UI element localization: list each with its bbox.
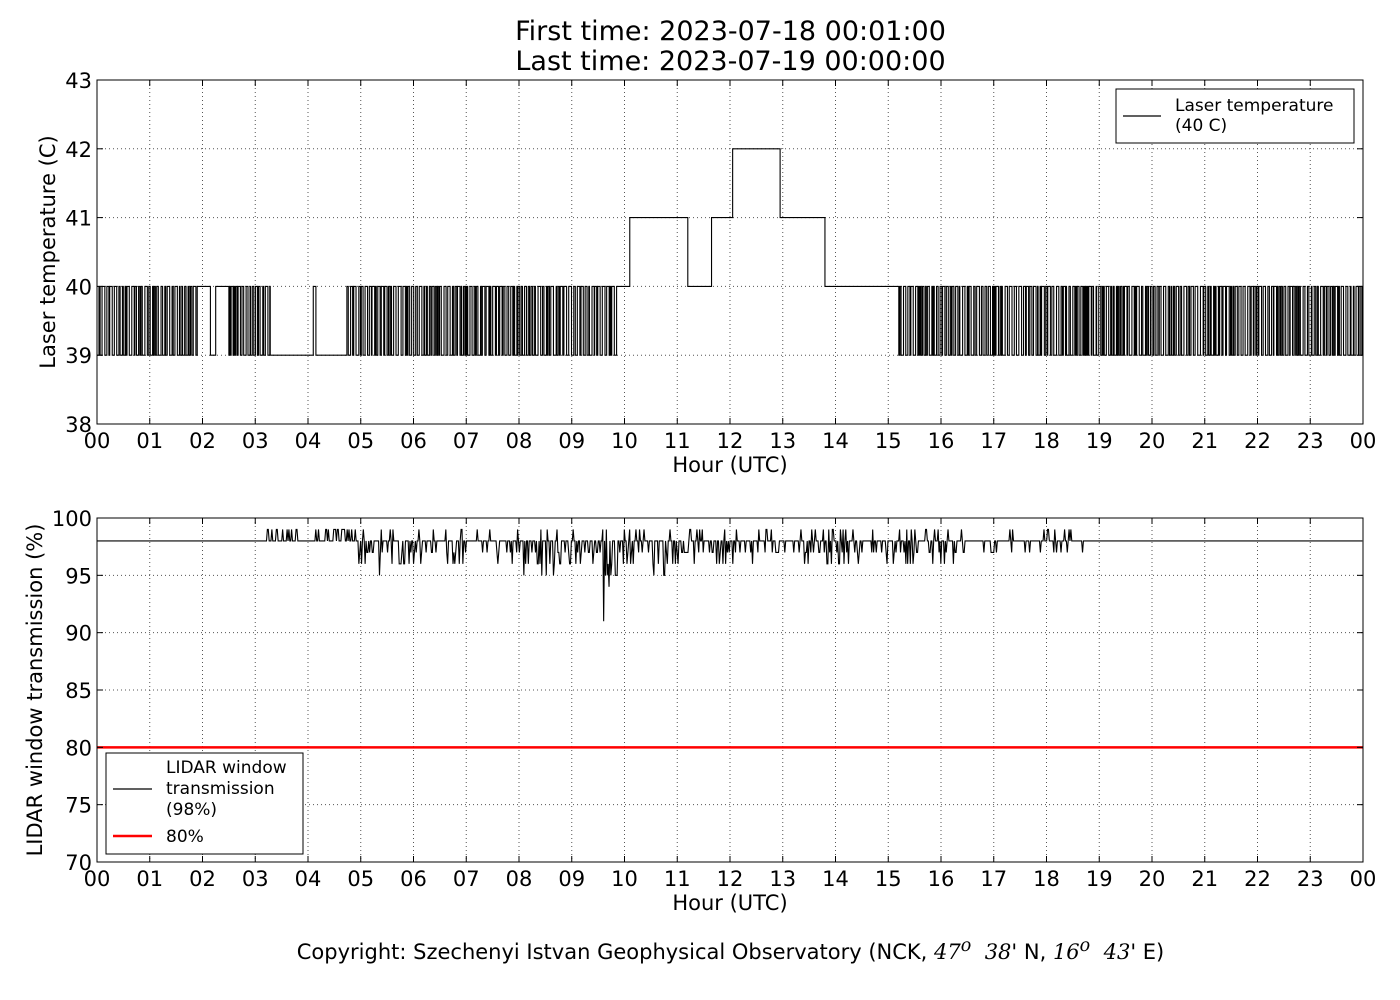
x-tick-label: 06 bbox=[400, 867, 427, 891]
x-tick-label: 00 bbox=[84, 429, 111, 453]
x-tick-label: 14 bbox=[822, 429, 849, 453]
x-tick-label: 16 bbox=[928, 429, 955, 453]
copyright-footer: Copyright: Szechenyi Istvan Geophysical … bbox=[0, 936, 1400, 964]
x-axis-label: Hour (UTC) bbox=[672, 453, 787, 477]
y-tick-label: 40 bbox=[65, 275, 92, 299]
x-tick-label: 19 bbox=[1086, 429, 1113, 453]
chart-panel-2: 00 01 02 03 04 05 06 07 08 09 10 11 12 13 14 15 16 17 18 19… bbox=[23, 507, 1376, 915]
y-tick-label: 100 bbox=[52, 507, 92, 531]
y-tick-label: 39 bbox=[65, 344, 92, 368]
x-tick-label: 07 bbox=[453, 429, 480, 453]
x-tick-label: 17 bbox=[980, 867, 1007, 891]
x-tick-label: 00 bbox=[1350, 429, 1377, 453]
x-tick-label: 03 bbox=[242, 429, 269, 453]
x-tick-label: 11 bbox=[664, 867, 691, 891]
x-tick-label: 12 bbox=[717, 429, 744, 453]
legend-label: LIDAR window bbox=[166, 758, 287, 778]
x-tick-label: 16 bbox=[928, 867, 955, 891]
x-tick-label: 12 bbox=[717, 867, 744, 891]
x-tick-label: 22 bbox=[1244, 867, 1271, 891]
x-tick-label: 06 bbox=[400, 429, 427, 453]
x-tick-label: 17 bbox=[980, 429, 1007, 453]
y-axis-label: Laser temperature (C) bbox=[36, 135, 60, 368]
x-tick-label: 10 bbox=[611, 429, 638, 453]
latitude-minutes: 38 bbox=[984, 940, 1012, 964]
y-tick-label: 80 bbox=[65, 736, 92, 760]
y-tick-label: 85 bbox=[65, 679, 92, 703]
x-tick-label: 21 bbox=[1191, 867, 1218, 891]
legend-label: (40 C) bbox=[1175, 116, 1227, 136]
x-tick-label: 14 bbox=[822, 867, 849, 891]
legend-label: Laser temperature bbox=[1175, 96, 1333, 116]
x-tick-label: 01 bbox=[136, 867, 163, 891]
x-tick-label: 20 bbox=[1139, 867, 1166, 891]
legend: Laser temperature(40 C) bbox=[1115, 88, 1355, 144]
chart-title-line-2: Last time: 2023-07-19 00:00:00 bbox=[515, 46, 946, 77]
copyright-prefix: Copyright: Szechenyi Istvan Geophysical … bbox=[296, 940, 935, 964]
legend-label: (98%) bbox=[166, 800, 217, 820]
x-tick-label: 03 bbox=[242, 867, 269, 891]
y-tick-label: 41 bbox=[65, 207, 92, 231]
x-tick-label: 21 bbox=[1191, 429, 1218, 453]
chart-panel-1: 00 01 02 03 04 05 06 07 08 09 10 11 12 13 14 15 16 17 18 19… bbox=[36, 69, 1376, 477]
x-tick-label: 08 bbox=[506, 867, 533, 891]
x-tick-label: 02 bbox=[189, 867, 216, 891]
x-tick-label: 23 bbox=[1297, 867, 1324, 891]
x-tick-label: 15 bbox=[875, 429, 902, 453]
longitude-minutes: 43 bbox=[1103, 940, 1131, 964]
x-tick-label: 18 bbox=[1033, 867, 1060, 891]
x-tick-label: 09 bbox=[558, 867, 585, 891]
longitude-degree-symbol: o bbox=[1079, 936, 1091, 956]
x-tick-label: 09 bbox=[558, 429, 585, 453]
x-tick-label: 08 bbox=[506, 429, 533, 453]
x-tick-label: 22 bbox=[1244, 429, 1271, 453]
x-tick-label: 07 bbox=[453, 867, 480, 891]
legend-label: transmission bbox=[166, 779, 275, 799]
y-tick-label: 95 bbox=[65, 564, 92, 588]
latitude-degree-symbol: o bbox=[960, 936, 972, 956]
x-tick-label: 19 bbox=[1086, 867, 1113, 891]
x-tick-label: 11 bbox=[664, 429, 691, 453]
x-tick-label: 01 bbox=[136, 429, 163, 453]
latitude-degrees: 47 bbox=[934, 940, 961, 964]
x-tick-label: 04 bbox=[295, 867, 322, 891]
legend-label: 80% bbox=[166, 827, 204, 847]
x-tick-label: 05 bbox=[347, 429, 374, 453]
longitude-degrees: 16 bbox=[1052, 940, 1080, 964]
y-tick-label: 38 bbox=[65, 413, 92, 437]
y-tick-label: 42 bbox=[65, 138, 92, 162]
x-tick-label: 13 bbox=[769, 429, 796, 453]
x-tick-label: 10 bbox=[611, 867, 638, 891]
x-tick-label: 20 bbox=[1139, 429, 1166, 453]
x-tick-label: 04 bbox=[295, 429, 322, 453]
longitude-suffix: ' E) bbox=[1130, 940, 1165, 964]
x-tick-label: 02 bbox=[189, 429, 216, 453]
x-tick-label: 00 bbox=[84, 867, 111, 891]
chart-title-line-1: First time: 2023-07-18 00:01:00 bbox=[515, 16, 946, 47]
latitude-suffix: ' N, bbox=[1011, 940, 1053, 964]
y-tick-label: 90 bbox=[65, 622, 92, 646]
x-tick-label: 18 bbox=[1033, 429, 1060, 453]
series-line-1 bbox=[97, 528, 1363, 622]
y-tick-label: 70 bbox=[65, 851, 92, 875]
x-tick-label: 13 bbox=[769, 867, 796, 891]
x-tick-label: 05 bbox=[347, 867, 374, 891]
series-line-1 bbox=[97, 148, 1363, 356]
y-tick-label: 43 bbox=[65, 69, 92, 93]
y-tick-label: 75 bbox=[65, 794, 92, 818]
x-axis-label: Hour (UTC) bbox=[672, 891, 787, 915]
y-axis-label: LIDAR window transmission (%) bbox=[23, 524, 47, 857]
x-tick-label: 00 bbox=[1350, 867, 1377, 891]
x-tick-label: 23 bbox=[1297, 429, 1324, 453]
x-tick-label: 15 bbox=[875, 867, 902, 891]
